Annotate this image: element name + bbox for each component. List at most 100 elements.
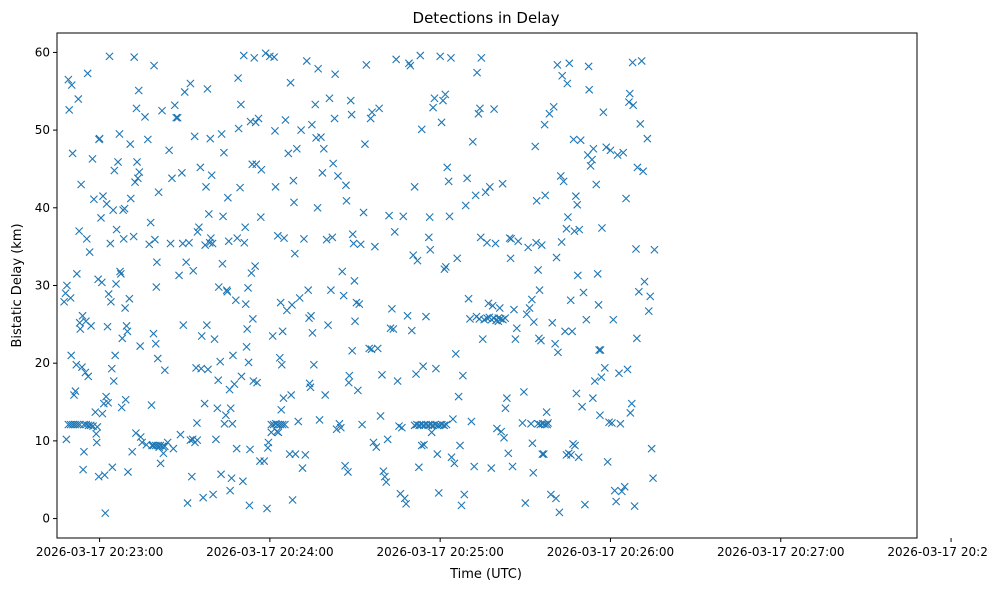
data-point bbox=[572, 389, 581, 398]
data-point bbox=[636, 119, 645, 128]
data-point bbox=[152, 258, 161, 267]
data-point bbox=[537, 241, 546, 250]
y-tick-label: 10 bbox=[35, 434, 50, 448]
data-point bbox=[81, 368, 90, 377]
data-point bbox=[217, 130, 226, 138]
data-point bbox=[241, 223, 250, 232]
y-tick-label: 60 bbox=[35, 45, 50, 59]
data-point bbox=[369, 438, 378, 447]
data-point bbox=[290, 198, 298, 207]
data-point bbox=[412, 370, 421, 379]
data-point bbox=[106, 297, 115, 306]
data-point bbox=[204, 365, 212, 374]
data-point bbox=[290, 249, 299, 258]
data-point bbox=[446, 53, 455, 62]
data-point bbox=[254, 114, 263, 123]
data-point bbox=[311, 100, 320, 109]
data-point bbox=[341, 181, 350, 190]
data-point bbox=[326, 286, 335, 295]
data-point bbox=[133, 157, 142, 166]
data-point bbox=[132, 104, 141, 113]
data-point bbox=[617, 487, 626, 496]
data-point bbox=[284, 149, 293, 158]
data-point bbox=[585, 85, 594, 94]
data-point bbox=[194, 223, 203, 232]
data-point bbox=[186, 436, 195, 445]
data-point bbox=[485, 182, 494, 191]
data-point bbox=[183, 499, 192, 508]
data-point bbox=[111, 351, 120, 360]
data-point bbox=[102, 392, 111, 401]
data-point bbox=[324, 321, 333, 330]
data-point bbox=[219, 148, 228, 157]
data-point bbox=[173, 113, 182, 122]
data-point bbox=[454, 392, 463, 401]
data-point bbox=[625, 89, 634, 98]
data-point bbox=[175, 271, 184, 280]
data-point bbox=[600, 363, 609, 372]
data-point bbox=[97, 213, 105, 222]
data-point bbox=[349, 239, 358, 248]
data-point bbox=[318, 168, 327, 177]
data-point bbox=[556, 171, 565, 180]
data-point bbox=[629, 101, 638, 110]
data-point bbox=[348, 230, 357, 239]
data-point bbox=[437, 118, 446, 127]
y-tick-label: 40 bbox=[35, 201, 50, 215]
data-point bbox=[521, 499, 530, 508]
data-point bbox=[392, 55, 401, 64]
data-point bbox=[498, 179, 507, 188]
data-point bbox=[501, 404, 510, 413]
data-point bbox=[542, 408, 551, 417]
data-point bbox=[553, 60, 562, 69]
data-point bbox=[101, 509, 110, 518]
data-point bbox=[566, 296, 575, 305]
data-point bbox=[365, 344, 374, 353]
data-point bbox=[487, 464, 496, 473]
data-point bbox=[599, 108, 608, 117]
data-point bbox=[223, 193, 232, 202]
data-point bbox=[257, 165, 266, 174]
data-point bbox=[458, 371, 467, 380]
data-point bbox=[89, 422, 98, 431]
data-point bbox=[114, 157, 123, 166]
data-point bbox=[597, 373, 606, 382]
data-point bbox=[201, 241, 210, 250]
data-point bbox=[251, 118, 260, 127]
data-point bbox=[328, 233, 337, 242]
data-point bbox=[495, 304, 504, 313]
x-tick-label: 2026-03-17 20:28:00 bbox=[887, 545, 988, 559]
data-point bbox=[568, 327, 577, 336]
data-point bbox=[277, 405, 286, 414]
data-point bbox=[561, 327, 570, 336]
data-point bbox=[329, 159, 338, 168]
data-point bbox=[208, 239, 217, 248]
data-point bbox=[413, 256, 422, 265]
data-point bbox=[637, 56, 646, 65]
data-point bbox=[470, 462, 479, 471]
data-point bbox=[557, 238, 566, 246]
data-point bbox=[110, 166, 119, 175]
data-point bbox=[244, 358, 253, 367]
data-point bbox=[464, 294, 473, 303]
data-point bbox=[322, 235, 331, 244]
data-point bbox=[245, 501, 254, 510]
data-point bbox=[182, 258, 191, 267]
data-point bbox=[78, 311, 87, 320]
data-point bbox=[89, 195, 98, 204]
data-point bbox=[294, 417, 303, 426]
data-point bbox=[336, 423, 345, 432]
data-point bbox=[494, 314, 503, 323]
data-point bbox=[281, 116, 290, 125]
plot-area bbox=[56, 32, 918, 539]
x-tick-label: 2026-03-17 20:27:00 bbox=[717, 545, 844, 559]
x-tick-label: 2026-03-17 20:24:00 bbox=[206, 545, 333, 559]
data-point bbox=[420, 440, 428, 449]
data-point bbox=[632, 244, 640, 253]
data-point bbox=[177, 168, 186, 177]
y-tick-label: 20 bbox=[35, 356, 50, 370]
data-point bbox=[131, 178, 140, 187]
data-point bbox=[605, 418, 614, 427]
data-point bbox=[553, 348, 562, 357]
